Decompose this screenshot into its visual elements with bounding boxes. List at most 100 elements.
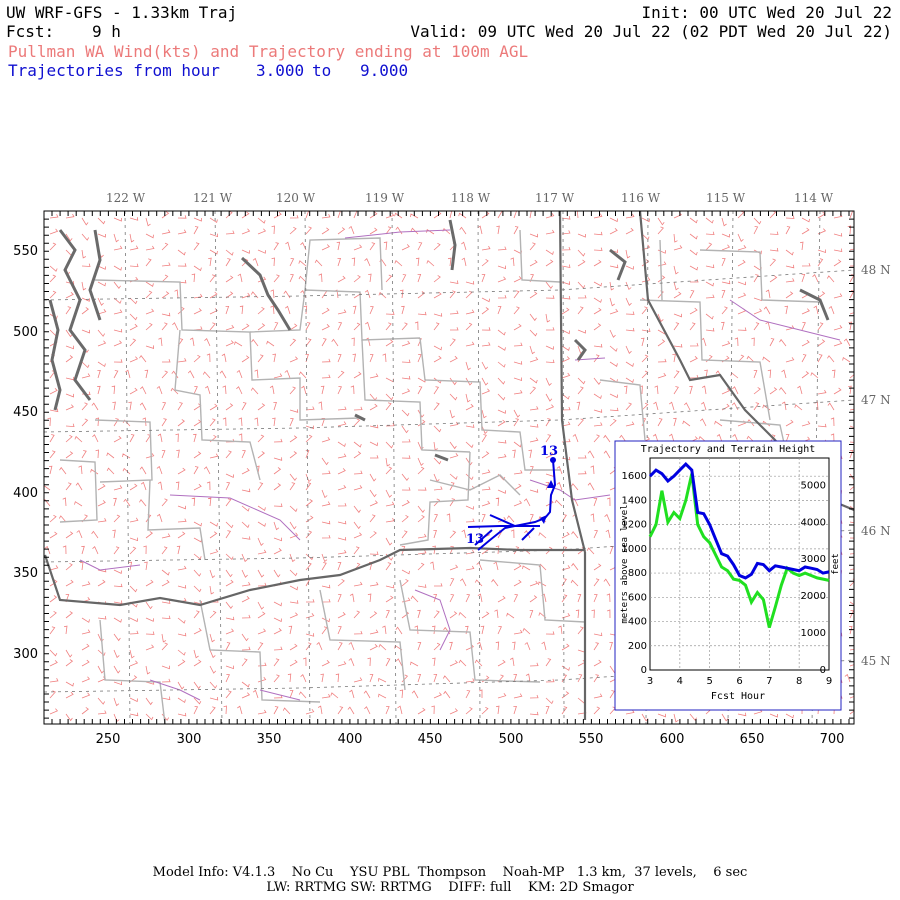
inset-left-ticks: 0 200 400 600 800 1000 1200 1400 1600 (622, 471, 647, 676)
y-tick-label: 300 (13, 647, 38, 662)
x-tick-label: 250 (96, 732, 121, 747)
river-line (79, 559, 141, 571)
inset-left-tick: 1400 (622, 495, 647, 506)
traj-range-label: Trajectories from hour (8, 61, 220, 80)
rivers (79, 229, 841, 701)
traj-label-end: 13 (540, 444, 558, 459)
inset-left-tick: 400 (628, 617, 647, 628)
lon-label: 114 W (794, 191, 834, 205)
x-tick-label: 600 (660, 732, 685, 747)
trajectory-height-line (648, 461, 830, 580)
inset-series (648, 461, 830, 629)
x-tick-label: 550 (579, 732, 604, 747)
county-borders (59, 229, 841, 724)
x-tick-label: 450 (418, 732, 443, 747)
lon-label: 117 W (535, 191, 575, 205)
lon-label: 122 W (106, 191, 146, 205)
river-line (149, 679, 201, 701)
lon-grid-line (477, 211, 481, 724)
inset-ylabel-left: meters above sea level (620, 504, 630, 623)
frame-tick (43, 210, 854, 724)
lat-label: 48 N (861, 263, 891, 277)
y-tick-label: 450 (13, 405, 38, 420)
lat-label: 46 N (861, 524, 891, 538)
traj-start: 3.000 (256, 61, 305, 80)
inset-x-tick: 4 (677, 676, 683, 687)
x-tick-label: 500 (499, 732, 524, 747)
county-border (599, 379, 646, 441)
county-border (429, 474, 521, 496)
lon-label: 119 W (365, 191, 405, 205)
county-border (399, 579, 541, 683)
inset-left-tick: 0 (641, 665, 647, 676)
lat-grid-line (44, 659, 854, 693)
county-border (174, 329, 261, 481)
lon-labels: 122 W 121 W 120 W 119 W 118 W 117 W 116 … (106, 191, 834, 205)
model-info-line2: LW: RRTMG SW: RRTMG DIFF: full KM: 2D Sm… (266, 880, 634, 895)
fcst-label: Fcst: (6, 22, 55, 41)
county-border (419, 337, 560, 471)
valid-time: Valid: 09 UTC Wed 20 Jul 22 (02 PDT Wed … (410, 22, 892, 41)
inset-left-tick: 600 (628, 592, 647, 603)
coastline-water (48, 219, 830, 462)
inset-right-tick: 3000 (801, 554, 826, 565)
trajectory-end-dot (550, 457, 556, 463)
lon-label: 116 W (621, 191, 661, 205)
county-border (699, 249, 821, 303)
inset-right-tick: 0 (820, 665, 826, 676)
county-border (399, 451, 471, 546)
lat-grid-line (44, 529, 854, 563)
fcst-value: 9 h (92, 22, 121, 41)
inset-x-tick: 8 (796, 676, 802, 687)
y-tick-label: 350 (13, 566, 38, 581)
county-border (519, 229, 561, 283)
lat-labels: 48 N 47 N 46 N 45 N (861, 263, 891, 668)
lon-grid-line (304, 211, 311, 724)
lat-grid-line (44, 269, 854, 301)
lon-label: 115 W (706, 191, 746, 205)
inset-left-tick: 800 (628, 568, 647, 579)
lon-grid-line (562, 211, 565, 724)
river-line (259, 689, 301, 701)
inset-chart: Trajectory and Terrain Height 0200400600… (614, 440, 842, 711)
inset-x-tick: 6 (736, 676, 742, 687)
inset-title: Trajectory and Terrain Height (641, 444, 816, 455)
inset-left-tick: 1000 (622, 544, 647, 555)
inset-x-tick: 5 (706, 676, 712, 687)
x-tick-label: 350 (257, 732, 282, 747)
terrain-height-line (648, 473, 830, 629)
map-frame (43, 210, 855, 725)
lat-grid-line (44, 399, 854, 433)
lon-label: 121 W (193, 191, 233, 205)
trajectory-arrow (540, 515, 547, 524)
lat-label: 47 N (861, 393, 891, 407)
county-border (361, 339, 471, 453)
lon-label: 118 W (451, 191, 491, 205)
inset-x-tick: 7 (766, 676, 772, 687)
county-border (147, 479, 206, 561)
x-tick-label: 700 (820, 732, 845, 747)
county-border (59, 459, 98, 523)
x-tick-label: 300 (177, 732, 202, 747)
county-border (659, 239, 663, 301)
x-tick-label: 400 (338, 732, 363, 747)
inset-right-tick: 5000 (801, 480, 826, 491)
river-line (169, 494, 301, 541)
inset-left-tick: 1600 (622, 471, 647, 482)
traj-label-start: 13 (466, 532, 484, 547)
inset-right-ticks: 0 1000 2000 3000 4000 5000 (801, 480, 826, 676)
trajectory (467, 459, 557, 551)
plot-subtitle: Pullman WA Wind(kts) and Trajectory endi… (8, 42, 529, 61)
y-tick-label: 400 (13, 486, 38, 501)
inset-frame (614, 440, 842, 711)
y-tick-label: 550 (13, 244, 38, 259)
x-tick-label: 650 (740, 732, 765, 747)
lon-grid-line (391, 211, 397, 724)
inset-right-tick: 1000 (801, 628, 826, 639)
y-tick-label: 500 (13, 325, 38, 340)
lon-grid-line (124, 211, 131, 724)
county-border (199, 599, 321, 703)
river-line (529, 479, 611, 501)
model-info-line1: Model Info: V4.1.3 No Cu YSU PBL Thompso… (152, 865, 748, 880)
